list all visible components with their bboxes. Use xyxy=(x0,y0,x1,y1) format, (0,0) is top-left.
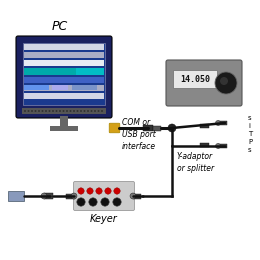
Circle shape xyxy=(45,110,47,112)
Bar xyxy=(133,193,141,198)
Circle shape xyxy=(216,120,220,126)
Bar xyxy=(24,43,104,50)
Bar xyxy=(24,52,104,58)
FancyBboxPatch shape xyxy=(166,60,242,106)
Text: COM or
USB port
interface: COM or USB port interface xyxy=(122,118,156,151)
Text: P: P xyxy=(248,139,252,145)
Circle shape xyxy=(101,110,103,112)
Circle shape xyxy=(55,110,57,112)
Bar xyxy=(24,60,104,66)
Text: T: T xyxy=(248,131,252,137)
Bar xyxy=(200,143,209,147)
Circle shape xyxy=(105,188,111,194)
Bar xyxy=(23,43,105,105)
Bar xyxy=(52,85,68,90)
Circle shape xyxy=(42,110,43,112)
Bar xyxy=(60,116,68,126)
Bar xyxy=(24,85,49,90)
Circle shape xyxy=(168,124,176,132)
Bar xyxy=(72,85,97,90)
Bar xyxy=(218,144,227,148)
Bar xyxy=(22,108,106,114)
Circle shape xyxy=(71,193,77,199)
Bar xyxy=(24,85,104,91)
Circle shape xyxy=(130,193,136,199)
Bar xyxy=(24,93,104,99)
Circle shape xyxy=(59,110,61,112)
Circle shape xyxy=(83,110,86,112)
Circle shape xyxy=(52,110,54,112)
Circle shape xyxy=(41,193,47,199)
Circle shape xyxy=(38,110,40,112)
Circle shape xyxy=(215,72,237,94)
Bar xyxy=(173,70,217,88)
Circle shape xyxy=(66,110,68,112)
Circle shape xyxy=(89,198,97,206)
Circle shape xyxy=(69,110,72,112)
Text: PC: PC xyxy=(51,20,68,33)
Circle shape xyxy=(35,110,36,112)
Circle shape xyxy=(31,110,33,112)
FancyBboxPatch shape xyxy=(74,181,134,211)
Circle shape xyxy=(113,198,121,206)
Circle shape xyxy=(98,110,100,112)
Circle shape xyxy=(101,198,109,206)
Circle shape xyxy=(80,110,82,112)
Bar xyxy=(44,193,53,199)
Bar xyxy=(24,76,104,83)
Circle shape xyxy=(62,110,64,112)
Bar xyxy=(8,191,24,201)
Circle shape xyxy=(90,110,93,112)
Circle shape xyxy=(87,110,89,112)
Circle shape xyxy=(77,198,85,206)
Circle shape xyxy=(28,110,29,112)
Circle shape xyxy=(73,110,75,112)
Circle shape xyxy=(216,144,220,148)
Bar xyxy=(24,68,76,75)
Circle shape xyxy=(220,77,228,85)
Circle shape xyxy=(24,110,26,112)
Text: s: s xyxy=(248,115,252,121)
Circle shape xyxy=(87,188,93,194)
Bar xyxy=(153,126,161,131)
FancyBboxPatch shape xyxy=(109,123,120,133)
Bar xyxy=(218,121,227,125)
Bar xyxy=(50,126,78,131)
Circle shape xyxy=(114,188,120,194)
Circle shape xyxy=(49,110,50,112)
Text: Y-adaptor
or splitter: Y-adaptor or splitter xyxy=(177,152,214,173)
Text: i: i xyxy=(248,123,250,129)
Circle shape xyxy=(94,110,96,112)
Text: s: s xyxy=(248,147,252,153)
Circle shape xyxy=(78,188,84,194)
Text: 14.050: 14.050 xyxy=(180,75,210,83)
Text: Keyer: Keyer xyxy=(90,214,118,224)
Bar xyxy=(66,193,75,198)
Bar xyxy=(143,125,153,131)
Bar xyxy=(200,124,209,128)
FancyBboxPatch shape xyxy=(16,36,112,118)
Circle shape xyxy=(76,110,79,112)
Bar xyxy=(24,68,104,75)
Circle shape xyxy=(96,188,102,194)
